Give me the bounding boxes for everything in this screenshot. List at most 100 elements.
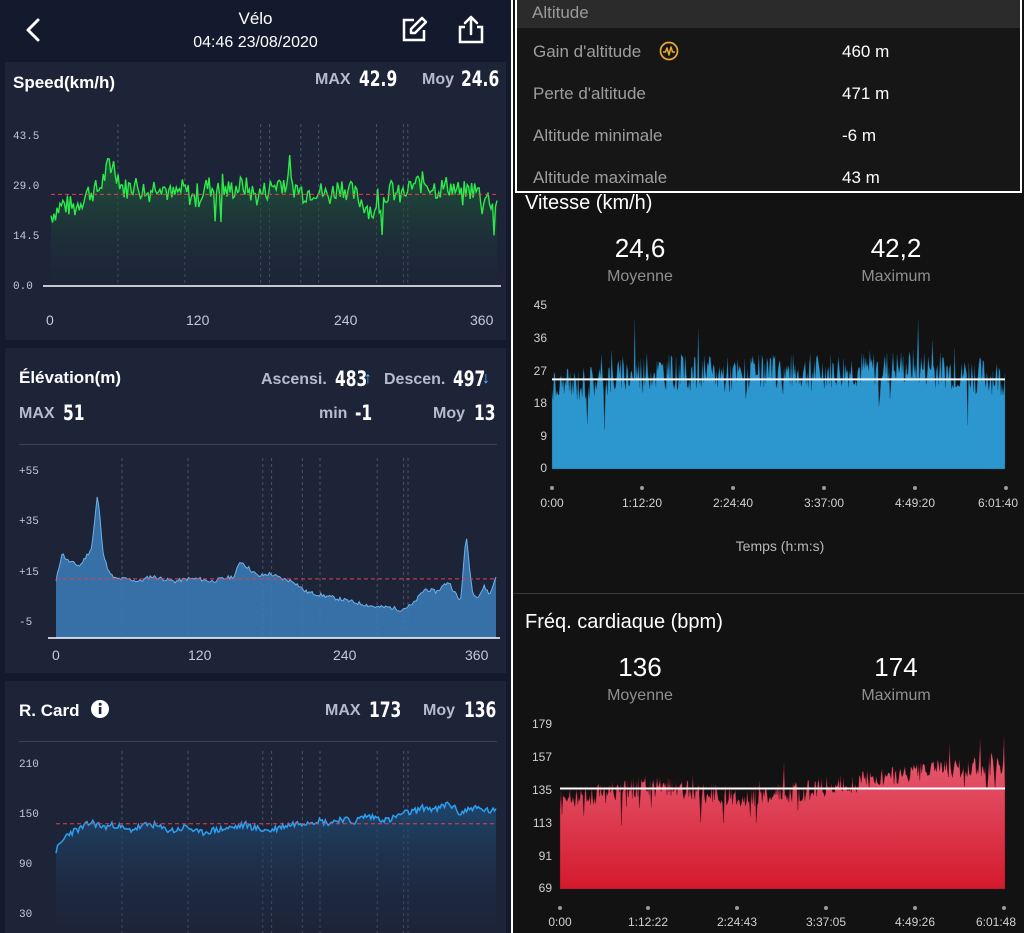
altitude-min-label: Altitude minimale — [533, 126, 663, 145]
speed-card: Speed(km/h) MAX 42.9 Moy 24.6 43.5 29.0 … — [5, 62, 506, 340]
altitude-gain-value: 460 m — [842, 42, 890, 61]
activity-datetime: 04:46 23/08/2020 — [193, 34, 318, 51]
heart-ytick: 30 — [19, 909, 33, 921]
speed-avg-value: 24.6 — [461, 67, 500, 91]
edit-icon[interactable] — [398, 14, 430, 46]
altitude-max-label: Altitude maximale — [533, 168, 668, 187]
speed-xtick: 0 — [46, 312, 54, 328]
speed-average-label: Moyenne — [607, 268, 673, 285]
elevation-avg-label: Moy — [433, 405, 465, 422]
ascent-arrow-icon: ↑ — [364, 370, 372, 387]
heart-ytick: 150 — [19, 809, 39, 821]
ascent-value: 483 — [335, 367, 368, 391]
descent-value: 497 — [453, 367, 486, 391]
left-app-panel: Vélo 04:46 23/08/2020 Speed(km/h) MAX 42… — [0, 0, 511, 933]
heart-average-value: 136 — [618, 652, 662, 682]
descent-arrow-icon: ↓ — [482, 370, 490, 387]
heart-graph-xtick-dot — [913, 906, 917, 910]
heart-graph-xtick-dot — [558, 906, 562, 910]
heart-average-label: Moyenne — [607, 687, 673, 704]
speed-plot — [43, 124, 501, 287]
elevation-xtick: 0 — [52, 647, 60, 663]
chevron-left-icon[interactable] — [18, 14, 50, 46]
altitude-header: Altitude — [517, 0, 1020, 28]
activity-icon[interactable] — [659, 41, 679, 61]
speed-ytick: 29.0 — [13, 181, 40, 193]
speed-graph-xtick-dot — [640, 486, 644, 490]
activity-header: Vélo 04:46 23/08/2020 — [0, 0, 511, 62]
altitude-loss-label: Perte d'altitude — [533, 84, 646, 103]
right-app-panel: Altitude Gain d'altitude 460 m Perte d'a… — [513, 0, 1024, 933]
heart-graph-ytick: 179 — [531, 717, 552, 731]
elevation-min-label: min — [319, 405, 348, 422]
heart-graph-ytick: 69 — [538, 881, 552, 895]
altitude-max-value: 43 m — [842, 168, 880, 187]
speed-ytick: 0.0 — [13, 281, 33, 293]
heart-max-label: MAX — [325, 702, 361, 719]
speed-graph-xtick: 4:49:20 — [894, 496, 936, 510]
elevation-max-value: 51 — [63, 401, 85, 425]
heart-line — [55, 801, 497, 854]
altitude-min-value: -6 m — [842, 126, 876, 145]
heart-rate-plot — [55, 751, 497, 933]
heart-rate-card: R. Card MAX 173 Moy 136 210 150 90 30 — [5, 681, 506, 933]
speed-maximum-label: Maximum — [861, 268, 931, 285]
elevation-max-label: MAX — [19, 405, 55, 422]
speed-graph-ytick: 45 — [533, 298, 547, 312]
speed-max-value: 42.9 — [359, 67, 398, 91]
speed-graph-ytick: 27 — [533, 364, 547, 378]
elevation-xtick: 360 — [465, 647, 489, 663]
elevation-ytick: -5 — [19, 617, 33, 629]
speed-graph-xtick: 6:01:40 — [977, 496, 1019, 510]
altitude-table: Altitude Gain d'altitude 460 m Perte d'a… — [515, 0, 1022, 193]
heart-area — [56, 802, 496, 933]
heart-graph-ytick: 157 — [531, 750, 552, 764]
speed-graph-xtick-dot — [822, 486, 826, 490]
speed-title: Speed(km/h) — [13, 73, 116, 92]
speed-ytick: 14.5 — [13, 231, 40, 243]
heart-graph-xtick-dot — [824, 906, 828, 910]
heart-graph-xtick-dot — [735, 906, 739, 910]
heart-graph-xtick: 1:12:22 — [627, 915, 669, 929]
elevation-title: Élévation(m) — [19, 368, 122, 387]
heart-avg-value: 136 — [464, 698, 497, 722]
heart-ytick: 90 — [19, 859, 33, 871]
speed-maximum-value: 42,2 — [870, 233, 922, 263]
speed-average-value: 24,6 — [614, 233, 666, 263]
heart-graph-xtick: 3:37:05 — [805, 915, 847, 929]
elevation-card: Élévation(m) Ascensi. 483 ↑ Descen. 497 … — [5, 348, 506, 673]
speed-graph-ytick: 0 — [540, 461, 547, 475]
elevation-plot — [48, 458, 500, 639]
speed-graph-plot — [551, 319, 1006, 470]
heart-graph-xtick-dot — [646, 906, 650, 910]
elevation-avg-value: 13 — [474, 401, 496, 425]
speed-xtick: 120 — [186, 312, 210, 328]
info-icon[interactable] — [90, 699, 110, 719]
speed-graph-xtick: 0:00 — [540, 496, 564, 510]
elevation-separator — [19, 444, 497, 445]
speed-graph-ytick: 9 — [540, 429, 547, 443]
heart-maximum-value: 174 — [874, 652, 918, 682]
speed-graph-xtick: 3:37:00 — [803, 496, 845, 510]
heart-graph-xtick: 2:24:43 — [716, 915, 758, 929]
heart-maximum-label: Maximum — [861, 687, 931, 704]
heart-graph-xtick-dot — [1002, 906, 1006, 910]
speed-graph-xtick: 1:12:20 — [621, 496, 663, 510]
heart-graph-xtick: 0:00 — [548, 915, 572, 929]
speed-xtick: 360 — [470, 312, 494, 328]
speed-graph-xtick-dot — [731, 486, 735, 490]
speed-graph-xtick-dot — [550, 486, 554, 490]
share-icon[interactable] — [455, 14, 487, 46]
heart-graph-title: Fréq. cardiaque (bpm) — [525, 611, 723, 633]
elevation-xtick: 240 — [333, 647, 357, 663]
speed-line — [50, 155, 498, 236]
heart-separator — [19, 741, 497, 742]
heart-rate-title: R. Card — [19, 701, 80, 720]
descent-label: Descen. — [384, 371, 446, 388]
heart-graph-xtick: 6:01:48 — [975, 915, 1017, 929]
speed-graph-xtick-dot — [1004, 486, 1008, 490]
speed-max-label: MAX — [315, 71, 351, 88]
speed-graph-ytick: 18 — [533, 396, 547, 410]
elevation-xtick: 120 — [188, 647, 212, 663]
speed-graph-area — [551, 319, 1006, 470]
